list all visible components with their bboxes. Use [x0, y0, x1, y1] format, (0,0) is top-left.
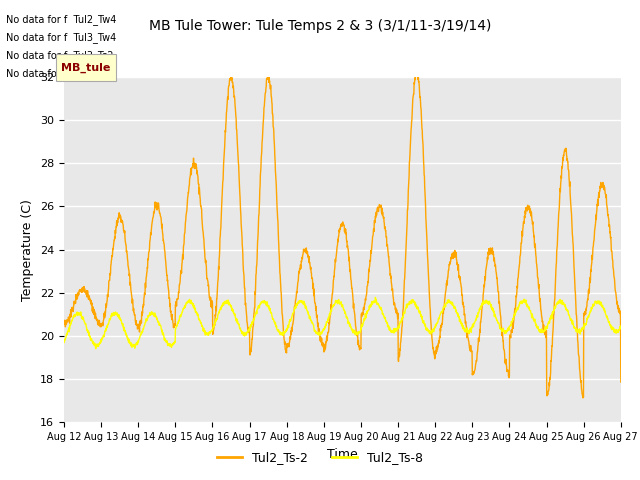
Text: No data for f  Tul3_Tw4: No data for f Tul3_Tw4 — [6, 32, 116, 43]
Text: No data for f  Tul2_Tw4: No data for f Tul2_Tw4 — [6, 13, 116, 24]
Text: No data for f  Tul3_Ts5: No data for f Tul3_Ts5 — [6, 68, 114, 79]
X-axis label: Time: Time — [327, 448, 358, 461]
Legend: Tul2_Ts-2, Tul2_Ts-8: Tul2_Ts-2, Tul2_Ts-8 — [212, 446, 428, 469]
Y-axis label: Temperature (C): Temperature (C) — [22, 199, 35, 300]
Text: MB Tule Tower: Tule Temps 2 & 3 (3/1/11-3/19/14): MB Tule Tower: Tule Temps 2 & 3 (3/1/11-… — [149, 19, 491, 33]
Text: No data for f  Tul3_Ts2: No data for f Tul3_Ts2 — [6, 50, 114, 61]
Text: MB_tule: MB_tule — [61, 62, 111, 72]
